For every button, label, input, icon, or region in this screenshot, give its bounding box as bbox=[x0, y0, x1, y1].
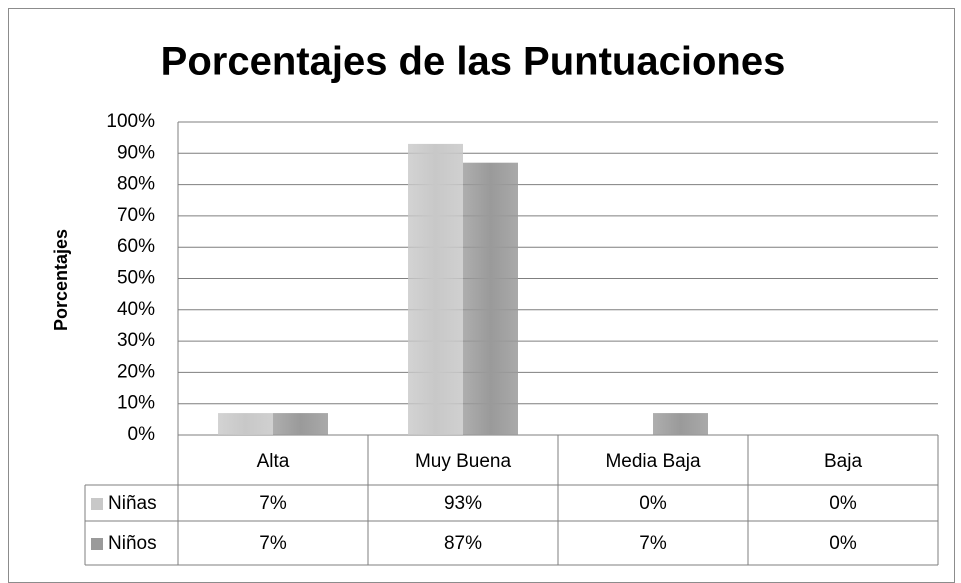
y-tick-label: 50% bbox=[117, 268, 155, 289]
y-tick-label: 70% bbox=[117, 205, 155, 226]
bar bbox=[463, 162, 518, 435]
data-label: 0% bbox=[829, 533, 857, 554]
x-tick-label: Alta bbox=[257, 451, 290, 472]
data-label: 93% bbox=[444, 493, 482, 514]
y-tick-label: 0% bbox=[128, 424, 156, 445]
bar bbox=[653, 413, 708, 435]
legend-swatch bbox=[91, 538, 103, 550]
y-axis-label: Porcentajes bbox=[51, 229, 71, 331]
x-tick-label: Media Baja bbox=[605, 451, 700, 472]
y-tick-label: 100% bbox=[106, 111, 155, 132]
y-tick-label: 30% bbox=[117, 330, 155, 351]
chart-title: Porcentajes de las Puntuaciones bbox=[161, 40, 786, 84]
x-tick-label: Baja bbox=[824, 451, 862, 472]
y-tick-label: 20% bbox=[117, 361, 155, 382]
data-label: 87% bbox=[444, 533, 482, 554]
data-label: 7% bbox=[259, 533, 287, 554]
data-label: 0% bbox=[639, 493, 667, 514]
y-tick-label: 10% bbox=[117, 393, 155, 414]
legend-label: Niños bbox=[108, 533, 157, 554]
data-label: 0% bbox=[829, 493, 857, 514]
legend-label: Niñas bbox=[108, 493, 157, 514]
bar bbox=[273, 413, 328, 435]
bar bbox=[408, 143, 463, 435]
x-tick-label: Muy Buena bbox=[415, 451, 512, 472]
bar bbox=[218, 413, 273, 435]
y-tick-label: 90% bbox=[117, 142, 155, 163]
data-label: 7% bbox=[639, 533, 667, 554]
y-tick-label: 60% bbox=[117, 236, 155, 257]
legend-swatch bbox=[91, 498, 103, 510]
data-label: 7% bbox=[259, 493, 287, 514]
y-tick-label: 80% bbox=[117, 174, 155, 195]
y-tick-label: 40% bbox=[117, 299, 155, 320]
